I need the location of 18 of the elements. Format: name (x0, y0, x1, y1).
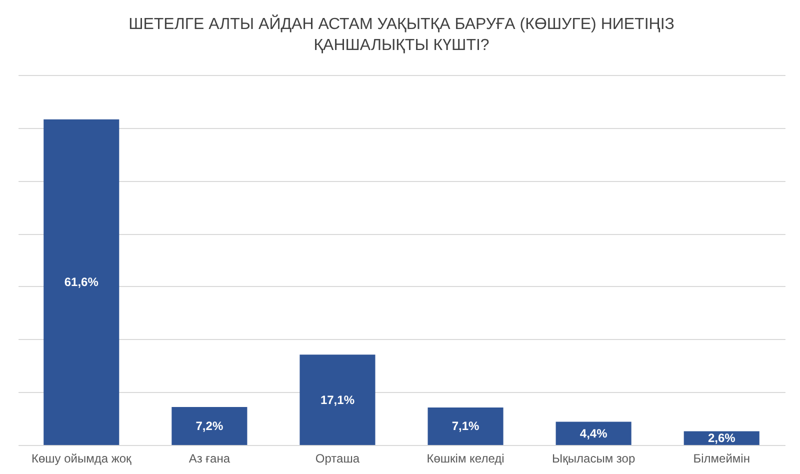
chart-title: ШЕТЕЛГЕ АЛТЫ АЙДАН АСТАМ УАҚЫТҚА БАРУҒА (КӨШУГЕ) НИЕТІҢІЗ ҚАНШАЛЫҚТЫ КҮШТІ? (128, 14, 674, 54)
data-label: 2,6% (708, 431, 736, 446)
bar (44, 119, 120, 445)
data-label: 61,6% (64, 275, 99, 290)
data-label: 4,4% (580, 426, 608, 440)
x-tick-label: Аз ғана (188, 452, 230, 466)
bar (172, 406, 248, 445)
x-tick-label: Орташа (315, 452, 360, 466)
data-label: 7,2% (196, 418, 224, 433)
data-label: 7,1% (452, 419, 480, 434)
data-label: 17,1% (320, 392, 355, 407)
x-tick-label: Көшу ойымда жоқ (31, 452, 132, 466)
x-tick-label: Көшкім келеді (426, 452, 504, 466)
x-tick-label: Ықыласым зор (552, 452, 636, 466)
x-tick-label: Білмеймін (693, 452, 750, 466)
bar (556, 422, 632, 445)
bar (428, 407, 504, 445)
bar (300, 354, 376, 445)
